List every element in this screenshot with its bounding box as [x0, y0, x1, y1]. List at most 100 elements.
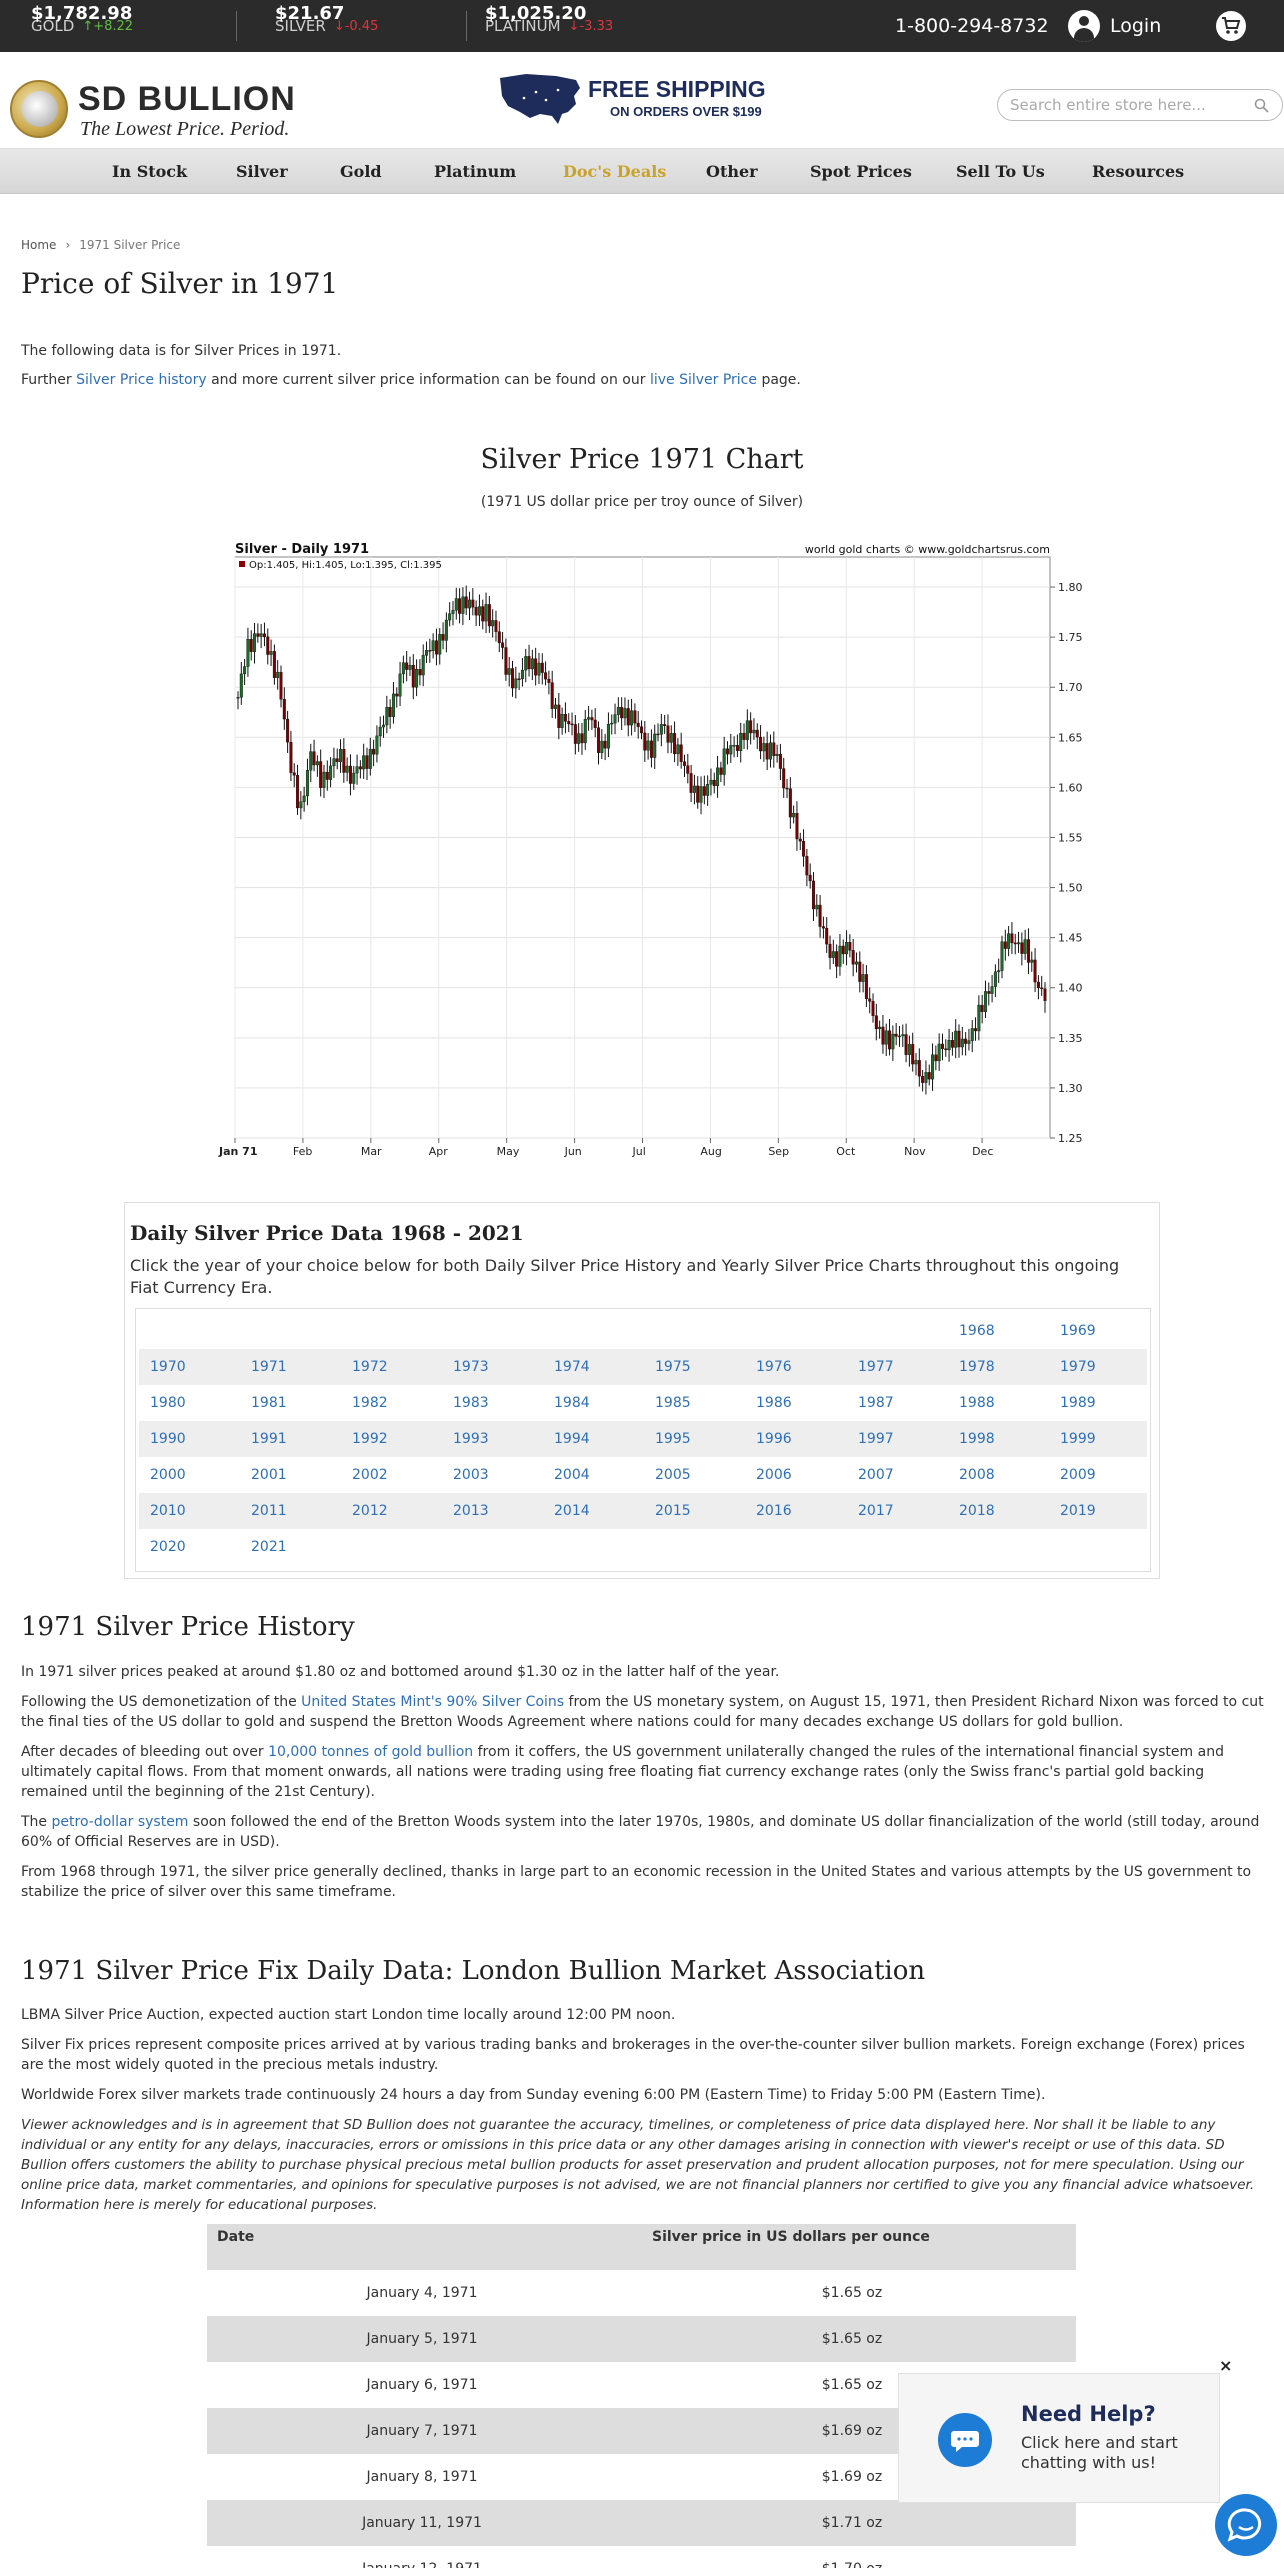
intro-links-text: Further Silver Price history and more cu…	[21, 372, 801, 388]
year-link-1978[interactable]: 1978	[959, 1359, 995, 1375]
free-shipping-banner[interactable]: FREE SHIPPING ON ORDERS OVER $199	[496, 70, 786, 132]
login-button[interactable]: Login	[1068, 0, 1161, 52]
year-link-1977[interactable]: 1977	[858, 1359, 894, 1375]
candle-body	[355, 766, 359, 774]
year-link-1985[interactable]: 1985	[655, 1395, 691, 1411]
phone-link[interactable]: 1-800-294-8732	[895, 15, 1049, 37]
year-link-2020[interactable]: 2020	[150, 1539, 186, 1555]
candle-body	[1000, 941, 1004, 971]
x-tick-label: Dec	[972, 1145, 993, 1158]
candle-body	[854, 961, 858, 965]
price-cell: $1.65 oz	[821, 2285, 883, 2301]
year-link-1995[interactable]: 1995	[655, 1431, 691, 1447]
year-link-2016[interactable]: 2016	[756, 1503, 792, 1519]
year-link-2008[interactable]: 2008	[959, 1467, 995, 1483]
year-link-2021[interactable]: 2021	[251, 1539, 287, 1555]
year-link-1981[interactable]: 1981	[251, 1395, 287, 1411]
breadcrumb-home[interactable]: Home	[21, 238, 57, 252]
year-link-2012[interactable]: 2012	[352, 1503, 388, 1519]
year-link-1998[interactable]: 1998	[959, 1431, 995, 1447]
x-tick-label: Jul	[632, 1145, 646, 1158]
gold-bullion-link[interactable]: 10,000 tonnes of gold bullion	[268, 1744, 474, 1760]
year-link-1997[interactable]: 1997	[858, 1431, 894, 1447]
year-link-2003[interactable]: 2003	[453, 1467, 489, 1483]
cart-button[interactable]	[1216, 11, 1246, 41]
year-link-1973[interactable]: 1973	[453, 1359, 489, 1375]
year-link-2011[interactable]: 2011	[251, 1503, 287, 1519]
silver-price-history-link[interactable]: Silver Price history	[76, 372, 207, 388]
cart-icon	[1222, 17, 1241, 34]
candle-body	[977, 1004, 981, 1032]
year-link-1996[interactable]: 1996	[756, 1431, 792, 1447]
year-link-1980[interactable]: 1980	[150, 1395, 186, 1411]
year-link-2007[interactable]: 2007	[858, 1467, 894, 1483]
year-link-2010[interactable]: 2010	[150, 1503, 186, 1519]
year-link-1976[interactable]: 1976	[756, 1359, 792, 1375]
year-link-1991[interactable]: 1991	[251, 1431, 287, 1447]
year-link-1983[interactable]: 1983	[453, 1395, 489, 1411]
candle-body	[802, 841, 806, 857]
year-link-1987[interactable]: 1987	[858, 1395, 894, 1411]
site-logo[interactable]: SD BULLION The Lowest Price. Period.	[10, 78, 310, 140]
live-silver-price-link[interactable]: live Silver Price	[649, 372, 757, 388]
nav-item-sell-to-us[interactable]: Sell To Us	[956, 162, 1045, 181]
year-link-1971[interactable]: 1971	[251, 1359, 287, 1375]
year-link-1984[interactable]: 1984	[554, 1395, 590, 1411]
close-icon[interactable]: ×	[1219, 2356, 1233, 2375]
year-link-2019[interactable]: 2019	[1060, 1503, 1096, 1519]
platinum-ticker[interactable]: PLATINUM $1,025.20 ↓-3.33	[485, 0, 613, 52]
year-link-2001[interactable]: 2001	[251, 1467, 287, 1483]
year-link-1992[interactable]: 1992	[352, 1431, 388, 1447]
year-link-1972[interactable]: 1972	[352, 1359, 388, 1375]
petro-dollar-link[interactable]: petro-dollar system	[51, 1814, 189, 1830]
year-link-1999[interactable]: 1999	[1060, 1431, 1096, 1447]
year-link-2013[interactable]: 2013	[453, 1503, 489, 1519]
silver-coins-link[interactable]: United States Mint's 90% Silver Coins	[301, 1694, 565, 1710]
year-link-2018[interactable]: 2018	[959, 1503, 995, 1519]
silver-price-chart: 1.80 1.75 1.70 1.65 1.60 1.55 1.50 1.45 1.40 1.35…	[210, 532, 1090, 1162]
year-link-2015[interactable]: 2015	[655, 1503, 691, 1519]
year-link-1974[interactable]: 1974	[554, 1359, 590, 1375]
year-link-2005[interactable]: 2005	[655, 1467, 691, 1483]
nav-item-platinum[interactable]: Platinum	[434, 162, 517, 181]
year-link-2009[interactable]: 2009	[1060, 1467, 1096, 1483]
search-icon[interactable]	[1254, 98, 1269, 113]
year-row: 1980 1981 1982 1983 1984 1985 1986 1987 1988 1989	[139, 1385, 1147, 1421]
year-link-2014[interactable]: 2014	[554, 1503, 590, 1519]
gold-ticker[interactable]: GOLD $1,782.98 ↑+8.22	[31, 0, 133, 52]
nav-item-resources[interactable]: Resources	[1092, 162, 1185, 181]
candle-body	[481, 606, 485, 622]
year-link-2017[interactable]: 2017	[858, 1503, 894, 1519]
silver-ticker[interactable]: SILVER $21.67 ↓-0.45	[275, 0, 378, 52]
search-input[interactable]	[1010, 95, 1250, 115]
chat-help-widget[interactable]: Need Help? Click here and start chatting…	[898, 2373, 1220, 2503]
nav-item-gold[interactable]: Gold	[340, 162, 382, 181]
year-link-1968[interactable]: 1968	[959, 1323, 995, 1339]
candle-body	[970, 1028, 974, 1041]
year-link-1975[interactable]: 1975	[655, 1359, 691, 1375]
candle-body	[365, 755, 369, 769]
year-link-1990[interactable]: 1990	[150, 1431, 186, 1447]
year-link-1989[interactable]: 1989	[1060, 1395, 1096, 1411]
year-link-1969[interactable]: 1969	[1060, 1323, 1096, 1339]
year-link-1982[interactable]: 1982	[352, 1395, 388, 1411]
nav-item-spot-prices[interactable]: Spot Prices	[810, 162, 912, 181]
nav-item-silver[interactable]: Silver	[236, 162, 288, 181]
year-link-2000[interactable]: 2000	[150, 1467, 186, 1483]
year-link-1970[interactable]: 1970	[150, 1359, 186, 1375]
candle-body	[438, 634, 442, 655]
nav-item-in-stock[interactable]: In Stock	[112, 162, 188, 181]
chat-launcher-button[interactable]	[1215, 2494, 1277, 2556]
year-link-2002[interactable]: 2002	[352, 1467, 388, 1483]
nav-item-other[interactable]: Other	[706, 162, 758, 181]
year-link-1993[interactable]: 1993	[453, 1431, 489, 1447]
year-link-1994[interactable]: 1994	[554, 1431, 590, 1447]
year-link-1988[interactable]: 1988	[959, 1395, 995, 1411]
candle-body	[653, 733, 657, 758]
candle-body	[411, 665, 415, 688]
year-link-1986[interactable]: 1986	[756, 1395, 792, 1411]
year-link-1979[interactable]: 1979	[1060, 1359, 1096, 1375]
year-link-2004[interactable]: 2004	[554, 1467, 590, 1483]
nav-item-docs-deals[interactable]: Doc's Deals	[563, 162, 667, 181]
year-link-2006[interactable]: 2006	[756, 1467, 792, 1483]
